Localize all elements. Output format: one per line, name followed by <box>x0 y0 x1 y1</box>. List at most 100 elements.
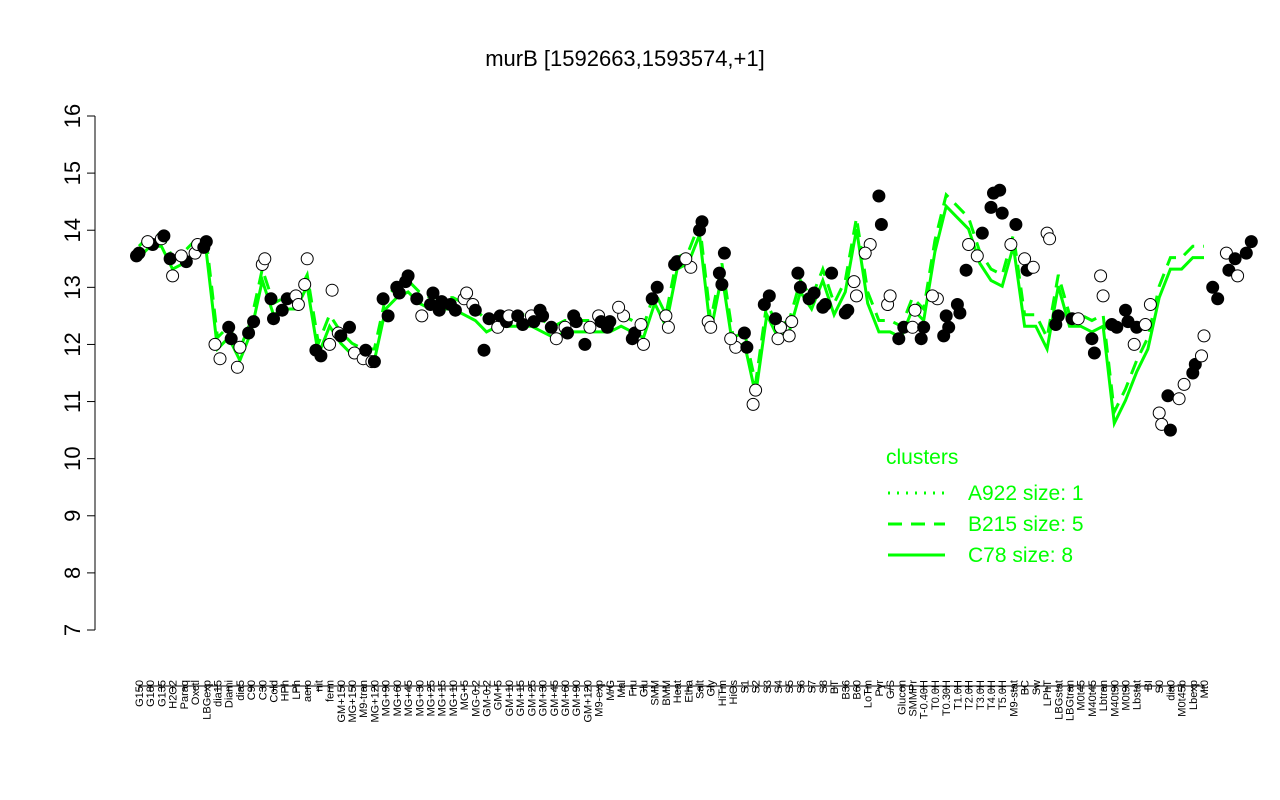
x-tick-label: C90 <box>246 680 258 700</box>
data-point <box>771 332 785 346</box>
y-tick-label: 8 <box>60 567 85 579</box>
data-point <box>634 318 648 331</box>
data-point <box>199 235 213 249</box>
data-point <box>376 292 390 306</box>
data-point <box>208 337 222 351</box>
y-tick-label: 13 <box>60 275 85 299</box>
data-point <box>637 337 650 351</box>
x-tick-label: Salt <box>695 680 707 699</box>
data-point <box>1239 246 1253 260</box>
x-tick-label: Glu <box>639 680 651 697</box>
data-point <box>242 326 256 340</box>
x-tick-label: GM+90 <box>571 680 583 716</box>
x-tick-label: M/G <box>605 680 617 701</box>
data-point <box>460 286 474 300</box>
data-point <box>1197 329 1211 343</box>
x-tick-label: MG+60 <box>392 680 404 716</box>
data-point <box>264 292 278 306</box>
data-point <box>937 329 951 343</box>
x-tick-label: Heat <box>672 680 684 703</box>
data-point <box>612 300 626 314</box>
data-point <box>874 218 888 231</box>
data-point <box>1119 303 1132 317</box>
data-point <box>1177 377 1191 391</box>
data-point <box>659 309 673 323</box>
x-tick-label: GM+25 <box>526 680 538 716</box>
data-points <box>130 183 1258 437</box>
data-point <box>549 332 563 346</box>
x-tick-label: Cold <box>269 680 281 703</box>
data-point <box>872 189 886 203</box>
data-point <box>724 332 738 346</box>
data-point <box>1143 298 1157 311</box>
x-tick-label: dia15 <box>213 680 225 707</box>
data-point <box>222 320 236 334</box>
x-tick-label: nit <box>313 680 325 692</box>
x-tick-label: MG+120 <box>369 680 381 723</box>
data-point <box>1138 318 1152 331</box>
data-point <box>757 298 771 311</box>
data-point <box>1043 232 1057 246</box>
x-tick-label: H2O2 <box>168 680 180 709</box>
data-point <box>645 292 659 306</box>
legend-title: clusters <box>886 446 958 469</box>
x-tick-label: GM+45 <box>549 680 561 716</box>
x-tick-label: HPh <box>280 680 292 701</box>
data-point <box>802 292 816 306</box>
x-tick-label: Fru <box>627 680 639 697</box>
y-axis: 7 8 9 10 11 12 13 14 15 16 <box>60 104 96 636</box>
data-point <box>970 249 984 263</box>
x-tick-label: BT <box>829 680 841 694</box>
data-point <box>1152 406 1166 420</box>
data-point <box>291 298 305 311</box>
data-point <box>141 235 155 249</box>
x-tick-label: MG+15 <box>437 680 449 716</box>
x-tick-label: G/S <box>885 680 897 699</box>
x-tick-label: B60 <box>852 680 864 700</box>
data-point <box>334 329 348 343</box>
data-point <box>749 383 763 397</box>
data-point <box>791 266 805 280</box>
legend-entry-a922: A922 size: 1 <box>968 482 1084 505</box>
data-point <box>325 283 339 297</box>
data-point <box>1211 292 1225 306</box>
data-point <box>323 337 337 351</box>
data-point <box>1195 349 1208 363</box>
x-tick-label: M0t90 <box>1121 680 1133 711</box>
data-point <box>583 320 597 334</box>
x-tick-label: T5.0H <box>997 680 1009 710</box>
data-point <box>975 226 989 240</box>
data-point <box>536 309 550 323</box>
data-point <box>740 340 754 354</box>
data-point <box>883 289 897 303</box>
data-point <box>679 252 693 266</box>
data-point <box>959 263 973 277</box>
data-point <box>892 332 906 346</box>
data-point <box>410 292 424 306</box>
x-tick-label: S0 <box>1154 680 1166 693</box>
data-point <box>578 337 592 351</box>
x-tick-label: Mt0 <box>1199 680 1211 698</box>
data-point <box>1026 260 1040 274</box>
x-tick-label: T4.0H <box>986 680 998 710</box>
data-point <box>468 303 482 317</box>
x-tick-label: T0.0H <box>930 680 942 710</box>
x-tick-label: M40t90 <box>1109 680 1121 717</box>
series-line-c78 <box>137 203 1204 429</box>
data-point <box>569 315 583 329</box>
data-point <box>213 352 227 366</box>
x-tick-label: HiOs <box>728 680 740 705</box>
data-point <box>381 309 395 323</box>
data-point <box>993 183 1007 197</box>
data-point <box>233 340 247 354</box>
data-point <box>825 266 839 280</box>
x-tick-label: M0t45 <box>1076 680 1088 711</box>
x-tick-label: T-0.40H <box>919 680 931 719</box>
data-point <box>1244 235 1258 249</box>
data-point <box>1085 332 1099 346</box>
x-tick-label: LPh <box>291 680 303 700</box>
x-tick-label: B36 <box>840 680 852 700</box>
data-point <box>1051 309 1065 323</box>
legend-entry-b215: B215 size: 5 <box>968 513 1084 536</box>
x-tick-label: S8 <box>818 680 830 693</box>
